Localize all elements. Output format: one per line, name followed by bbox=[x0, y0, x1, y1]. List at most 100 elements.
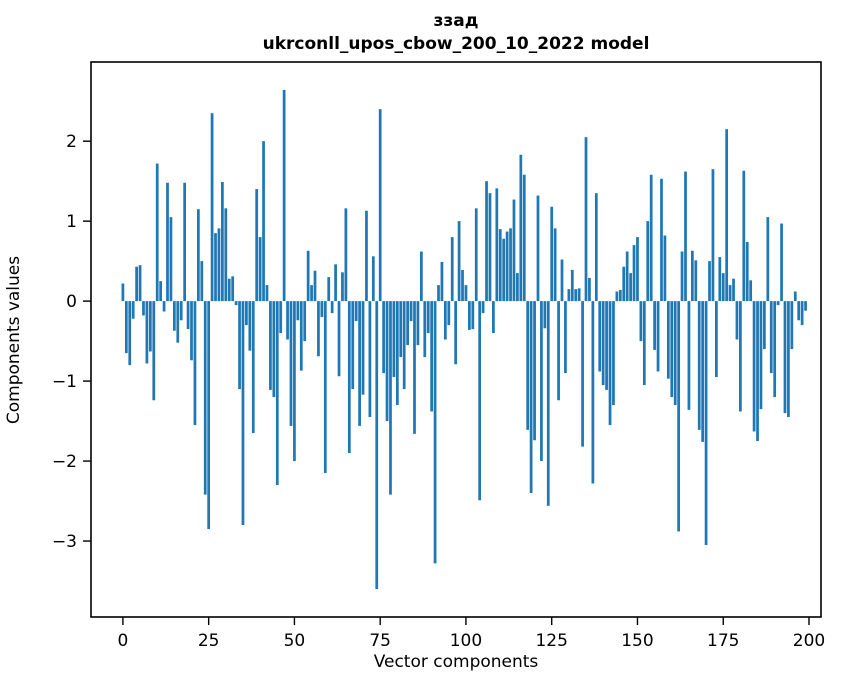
bar bbox=[179, 301, 183, 321]
bar bbox=[478, 301, 482, 501]
bar bbox=[516, 273, 519, 302]
bar bbox=[323, 301, 327, 474]
bar bbox=[142, 301, 145, 316]
bar bbox=[622, 266, 626, 302]
bar bbox=[498, 229, 502, 302]
bar bbox=[529, 301, 533, 494]
bar bbox=[443, 301, 447, 340]
bar bbox=[564, 301, 567, 374]
bar bbox=[371, 256, 375, 302]
x-axis-label: Vector components bbox=[373, 652, 539, 672]
bar bbox=[430, 301, 434, 412]
bar bbox=[306, 250, 310, 302]
bar bbox=[512, 199, 516, 302]
bar bbox=[454, 301, 458, 365]
bar bbox=[241, 301, 245, 526]
bar bbox=[766, 217, 770, 302]
bar bbox=[505, 231, 509, 302]
bar bbox=[275, 301, 279, 486]
bar bbox=[148, 301, 152, 352]
x-tick-label: 200 bbox=[793, 631, 825, 651]
bar bbox=[793, 291, 797, 302]
bar bbox=[584, 137, 588, 302]
bar bbox=[145, 301, 149, 364]
bar bbox=[636, 237, 639, 302]
x-tick-label: 50 bbox=[284, 631, 306, 651]
bar bbox=[673, 301, 677, 406]
bar bbox=[553, 228, 557, 302]
bar bbox=[721, 273, 725, 302]
y-tick-label: 1 bbox=[66, 212, 77, 232]
bar bbox=[378, 109, 382, 302]
bar bbox=[666, 301, 670, 379]
bar bbox=[224, 208, 228, 302]
bar bbox=[618, 289, 622, 302]
y-tick-label: 0 bbox=[66, 292, 77, 312]
bar bbox=[557, 301, 560, 401]
bar bbox=[382, 301, 385, 374]
bar bbox=[711, 169, 715, 302]
bar bbox=[492, 301, 495, 334]
bar bbox=[756, 301, 759, 442]
bar bbox=[567, 289, 571, 302]
bar bbox=[258, 237, 262, 302]
bar bbox=[752, 301, 756, 432]
bar bbox=[375, 301, 379, 590]
bar bbox=[392, 301, 396, 378]
bar bbox=[423, 301, 427, 358]
bar bbox=[200, 261, 204, 302]
bar bbox=[457, 221, 461, 302]
x-tick-label: 25 bbox=[198, 631, 220, 651]
x-tick-label: 75 bbox=[369, 631, 391, 651]
bar bbox=[800, 301, 804, 326]
bar bbox=[790, 301, 794, 350]
bar bbox=[697, 301, 701, 430]
bar bbox=[701, 301, 705, 442]
bar bbox=[365, 210, 368, 302]
bar bbox=[629, 273, 632, 302]
bar bbox=[773, 301, 777, 398]
bar bbox=[399, 301, 403, 358]
x-tick-label: 150 bbox=[621, 631, 653, 651]
bar bbox=[234, 301, 238, 306]
bar bbox=[419, 251, 423, 302]
bar bbox=[522, 174, 526, 302]
bar bbox=[540, 301, 543, 462]
x-tick-label: 125 bbox=[535, 631, 567, 651]
bar bbox=[570, 269, 574, 302]
bar bbox=[320, 301, 324, 318]
bar bbox=[725, 129, 729, 302]
bar bbox=[341, 272, 344, 302]
y-tick-label: −2 bbox=[52, 452, 77, 472]
bar bbox=[787, 301, 790, 418]
chart-title: ззад bbox=[433, 11, 479, 31]
bar bbox=[612, 301, 615, 406]
bar bbox=[217, 228, 221, 302]
bar bbox=[639, 301, 643, 342]
chart-subtitle: ukrconll_upos_cbow_200_10_2022 model bbox=[262, 33, 650, 54]
bar bbox=[251, 301, 255, 434]
bar bbox=[361, 301, 365, 395]
bar bbox=[334, 264, 337, 302]
bar bbox=[159, 281, 163, 302]
bar bbox=[265, 285, 269, 302]
bar bbox=[121, 283, 125, 302]
plot-border bbox=[90, 61, 822, 618]
bar bbox=[690, 250, 694, 302]
bar bbox=[214, 233, 217, 302]
bar bbox=[447, 301, 451, 326]
bar bbox=[279, 301, 283, 334]
bar bbox=[433, 301, 437, 564]
bar bbox=[255, 189, 259, 302]
bar bbox=[193, 301, 197, 426]
bar bbox=[395, 301, 399, 406]
bar bbox=[804, 301, 807, 311]
bar bbox=[797, 301, 801, 321]
bar bbox=[406, 301, 409, 346]
bar bbox=[488, 193, 492, 302]
bar bbox=[739, 301, 742, 412]
bar bbox=[358, 301, 361, 426]
bar bbox=[642, 301, 646, 386]
bar bbox=[313, 270, 317, 302]
